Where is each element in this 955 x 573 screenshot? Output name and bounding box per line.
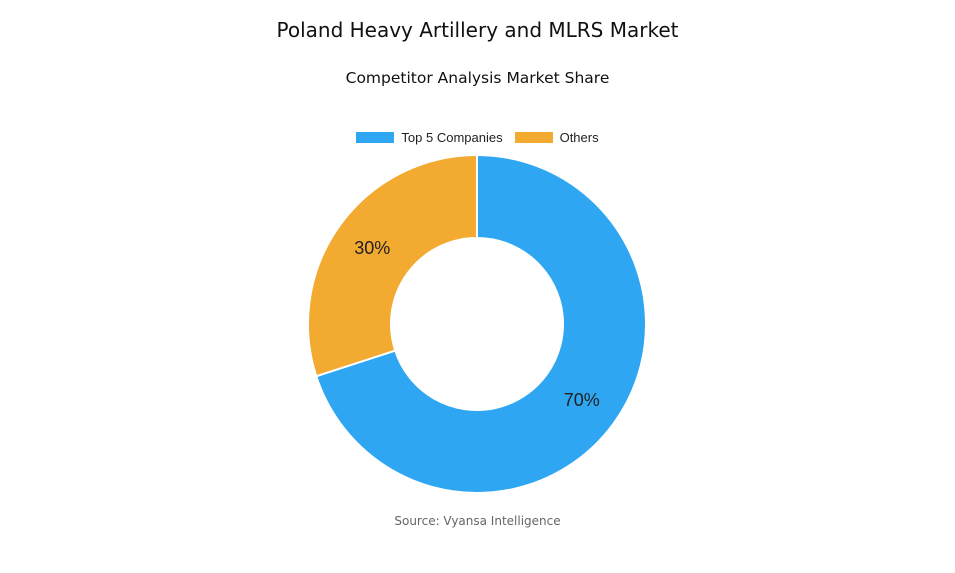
legend-label-top-5-companies: Top 5 Companies [401, 130, 503, 145]
legend-swatch-others [514, 132, 553, 143]
donut-labels: 70% 30% [354, 238, 600, 410]
chart-title: Poland Heavy Artillery and MLRS Market [276, 18, 679, 42]
slice-top-5-companies[interactable] [315, 153, 647, 494]
donut-slices [307, 153, 647, 494]
chart-subtitle: Competitor Analysis Market Share [345, 69, 610, 87]
legend-label-others: Others [559, 130, 599, 145]
legend-item-others[interactable]: Others [514, 130, 599, 145]
legend: Top 5 Companies Others [0, 130, 955, 145]
legend-item-top-5-companies[interactable]: Top 5 Companies [356, 130, 503, 145]
legend-swatch-top-5-companies [356, 132, 395, 143]
slice-label-top-5-companies: 70% [564, 390, 600, 410]
source-note: Source: Vyansa Intelligence [394, 514, 561, 528]
slice-others[interactable] [307, 153, 478, 378]
slice-label-others: 30% [354, 238, 390, 258]
